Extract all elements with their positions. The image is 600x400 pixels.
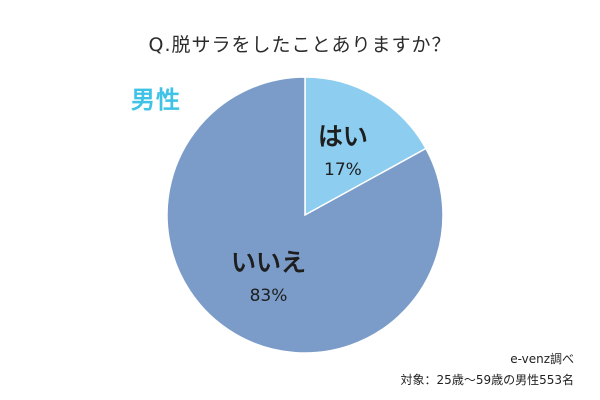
chart-title: Q.脱サラをしたことありますか？ (148, 34, 452, 56)
pie-slice-1 (166, 76, 444, 354)
slice-name-label-0: はい (318, 122, 368, 151)
segment-label: 男性 (131, 86, 181, 114)
slice-percent-label-0: 17% (324, 160, 362, 180)
slice-name-label-1: いいえ (231, 248, 306, 277)
source-note: e-venz調べ (510, 352, 574, 366)
subject-note: 対象：25歳〜59歳の男性553名 (400, 373, 574, 387)
pie-slice-0 (304, 76, 427, 217)
slice-percent-label-1: 83% (250, 286, 288, 306)
